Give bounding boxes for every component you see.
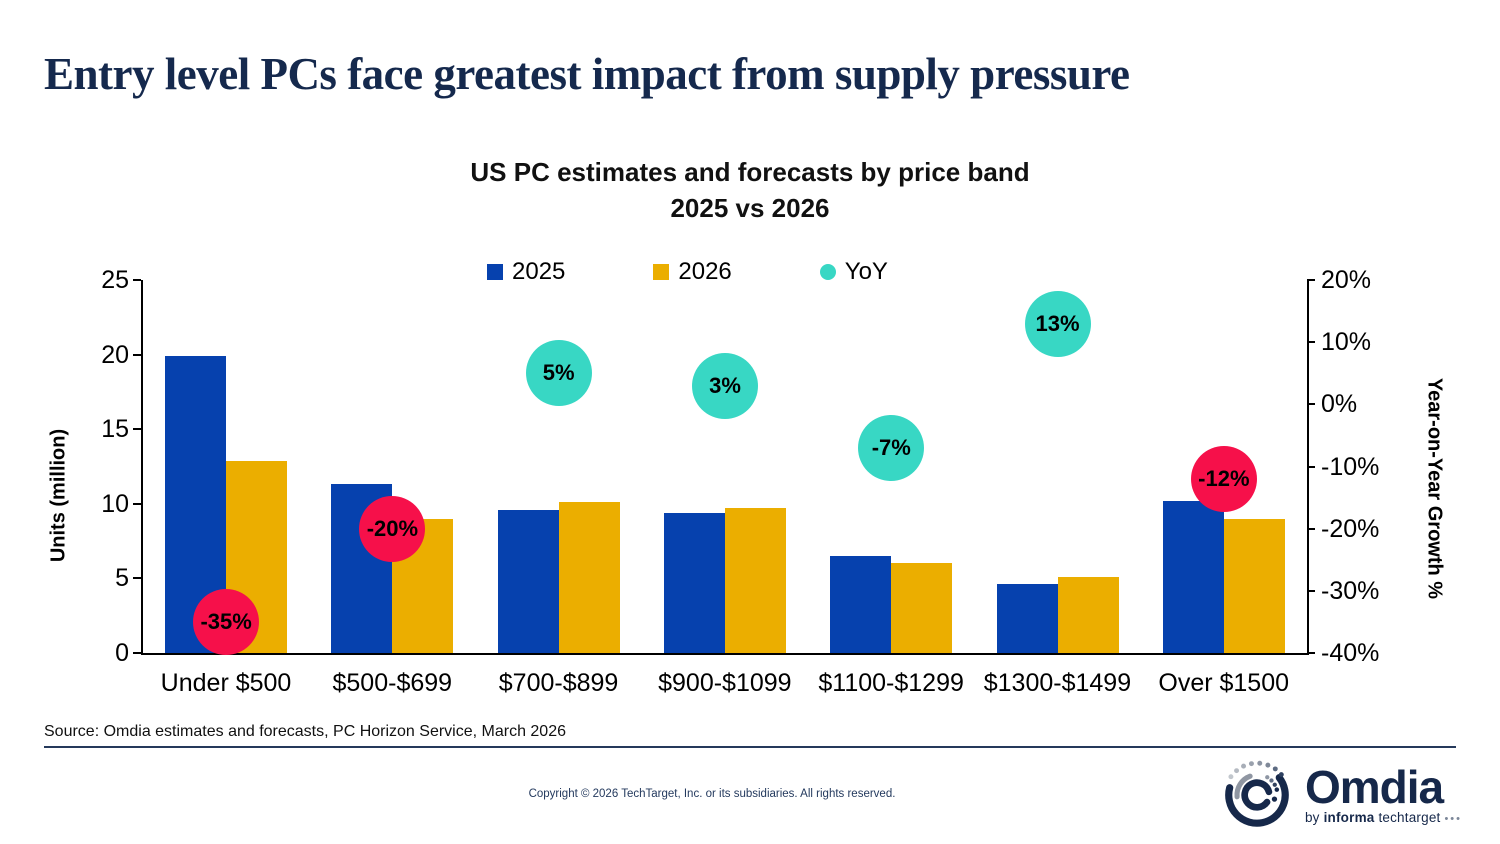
y2-axis-tick-label: -10% bbox=[1321, 452, 1380, 481]
plot-area: 25 20 15 10 5 0 20% 10% 0% -10% -20% -30% -40% Under … bbox=[101, 268, 1379, 698]
copyright-text: Copyright © 2026 TechTarget, Inc. or its… bbox=[528, 788, 896, 800]
x-axis-label: Over $1500 bbox=[1158, 669, 1290, 697]
legend-item-2026: 2026 bbox=[653, 258, 732, 286]
y-axis-tick-label: 25 bbox=[101, 266, 129, 294]
bar-2025 bbox=[1162, 500, 1224, 653]
y2-axis-tick bbox=[1307, 403, 1315, 406]
bar-2026 bbox=[725, 508, 786, 653]
x-axis-label: $1100-$1299 bbox=[818, 669, 964, 697]
bar-2025 bbox=[830, 556, 892, 653]
y-axis-tick bbox=[133, 428, 141, 431]
y-axis-tick-label: 15 bbox=[101, 415, 129, 444]
y-axis-tick-label: 10 bbox=[101, 489, 129, 518]
bar-2026 bbox=[891, 563, 953, 653]
legend-label: YoY bbox=[844, 258, 888, 285]
omdia-wordmark: Omdia bbox=[1304, 761, 1444, 813]
y2-axis-tick-label: -30% bbox=[1321, 576, 1380, 605]
legend-label: 2025 bbox=[512, 258, 566, 285]
bar-2026 bbox=[1057, 576, 1119, 653]
legend-swatch-square bbox=[653, 264, 670, 280]
legend-item-2025: 2025 bbox=[487, 258, 565, 286]
byline-informa: informa bbox=[1323, 810, 1375, 825]
x-axis-label: $700-$899 bbox=[498, 669, 619, 697]
legend-swatch-circle bbox=[819, 264, 836, 280]
y2-axis-tick bbox=[1307, 527, 1315, 530]
legend-swatch-square bbox=[487, 264, 503, 280]
y2-axis-tick-label: 10% bbox=[1321, 328, 1372, 357]
x-axis-label: Under $500 bbox=[160, 669, 292, 697]
y2-axis-tick bbox=[1307, 465, 1315, 468]
yoy-bubble: -12% bbox=[1190, 445, 1257, 512]
yoy-bubble: -20% bbox=[359, 495, 426, 562]
footer-divider bbox=[44, 746, 1456, 748]
y-axis-tick bbox=[133, 279, 141, 281]
omdia-logo-icon bbox=[1225, 760, 1289, 827]
bar-2025 bbox=[996, 584, 1058, 653]
bar-2025 bbox=[664, 512, 725, 653]
x-axis-label: $500-$699 bbox=[332, 669, 453, 697]
chart-title: US PC estimates and forecasts by price b… bbox=[470, 157, 1030, 187]
yoy-bubble: 13% bbox=[1024, 290, 1091, 357]
y2-axis-tick-label: -20% bbox=[1321, 514, 1380, 543]
chart-subtitle: 2025 vs 2026 bbox=[670, 193, 830, 223]
y-axis-tick bbox=[133, 652, 141, 654]
chart-legend: 2025 2026 YoY bbox=[487, 258, 888, 286]
bar-2025 bbox=[497, 509, 559, 653]
source-note: Source: Omdia estimates and forecasts, P… bbox=[44, 723, 566, 740]
right-axis-title: Year-on-Year Growth % bbox=[1423, 377, 1446, 600]
x-axis-label: $1300-$1499 bbox=[983, 669, 1132, 697]
x-axis-label: $900-$1099 bbox=[658, 669, 792, 697]
y2-axis-tick-label: 20% bbox=[1321, 266, 1372, 294]
y2-axis-tick bbox=[1307, 341, 1315, 344]
omdia-logo-text: Omdia by informa techtarget ••• bbox=[1304, 761, 1462, 825]
yoy-bubble: 5% bbox=[525, 340, 592, 407]
y-axis-tick-label: 20 bbox=[101, 340, 129, 369]
y2-axis-tick-label: -40% bbox=[1321, 639, 1380, 667]
bar-2026 bbox=[1223, 518, 1285, 653]
bar-2026 bbox=[558, 502, 620, 653]
byline-dots: ••• bbox=[1444, 813, 1462, 825]
yoy-bubble: -35% bbox=[193, 588, 260, 655]
byline-by: by bbox=[1304, 810, 1320, 825]
y-axis-tick-label: 0 bbox=[115, 639, 129, 667]
omdia-logo: Omdia by informa techtarget ••• bbox=[1219, 757, 1462, 833]
y2-axis-tick bbox=[1307, 652, 1315, 654]
y-axis-tick-label: 5 bbox=[115, 564, 129, 593]
yoy-bubble: 3% bbox=[692, 352, 758, 419]
page-title: Entry level PCs face greatest impact fro… bbox=[44, 49, 1130, 99]
legend-label: 2026 bbox=[678, 258, 732, 285]
yoy-bubble: -7% bbox=[858, 414, 925, 481]
y2-axis-tick-label: 0% bbox=[1321, 390, 1358, 419]
omdia-byline: by informa techtarget ••• bbox=[1305, 810, 1462, 825]
byline-techtarget: techtarget bbox=[1378, 810, 1441, 825]
y2-axis-tick bbox=[1307, 279, 1315, 281]
y-axis-tick bbox=[133, 502, 141, 505]
y2-axis-tick bbox=[1307, 589, 1315, 592]
legend-item-yoy: YoY bbox=[819, 258, 888, 286]
y-axis-tick bbox=[133, 577, 141, 580]
y-axis-tick bbox=[133, 353, 141, 356]
